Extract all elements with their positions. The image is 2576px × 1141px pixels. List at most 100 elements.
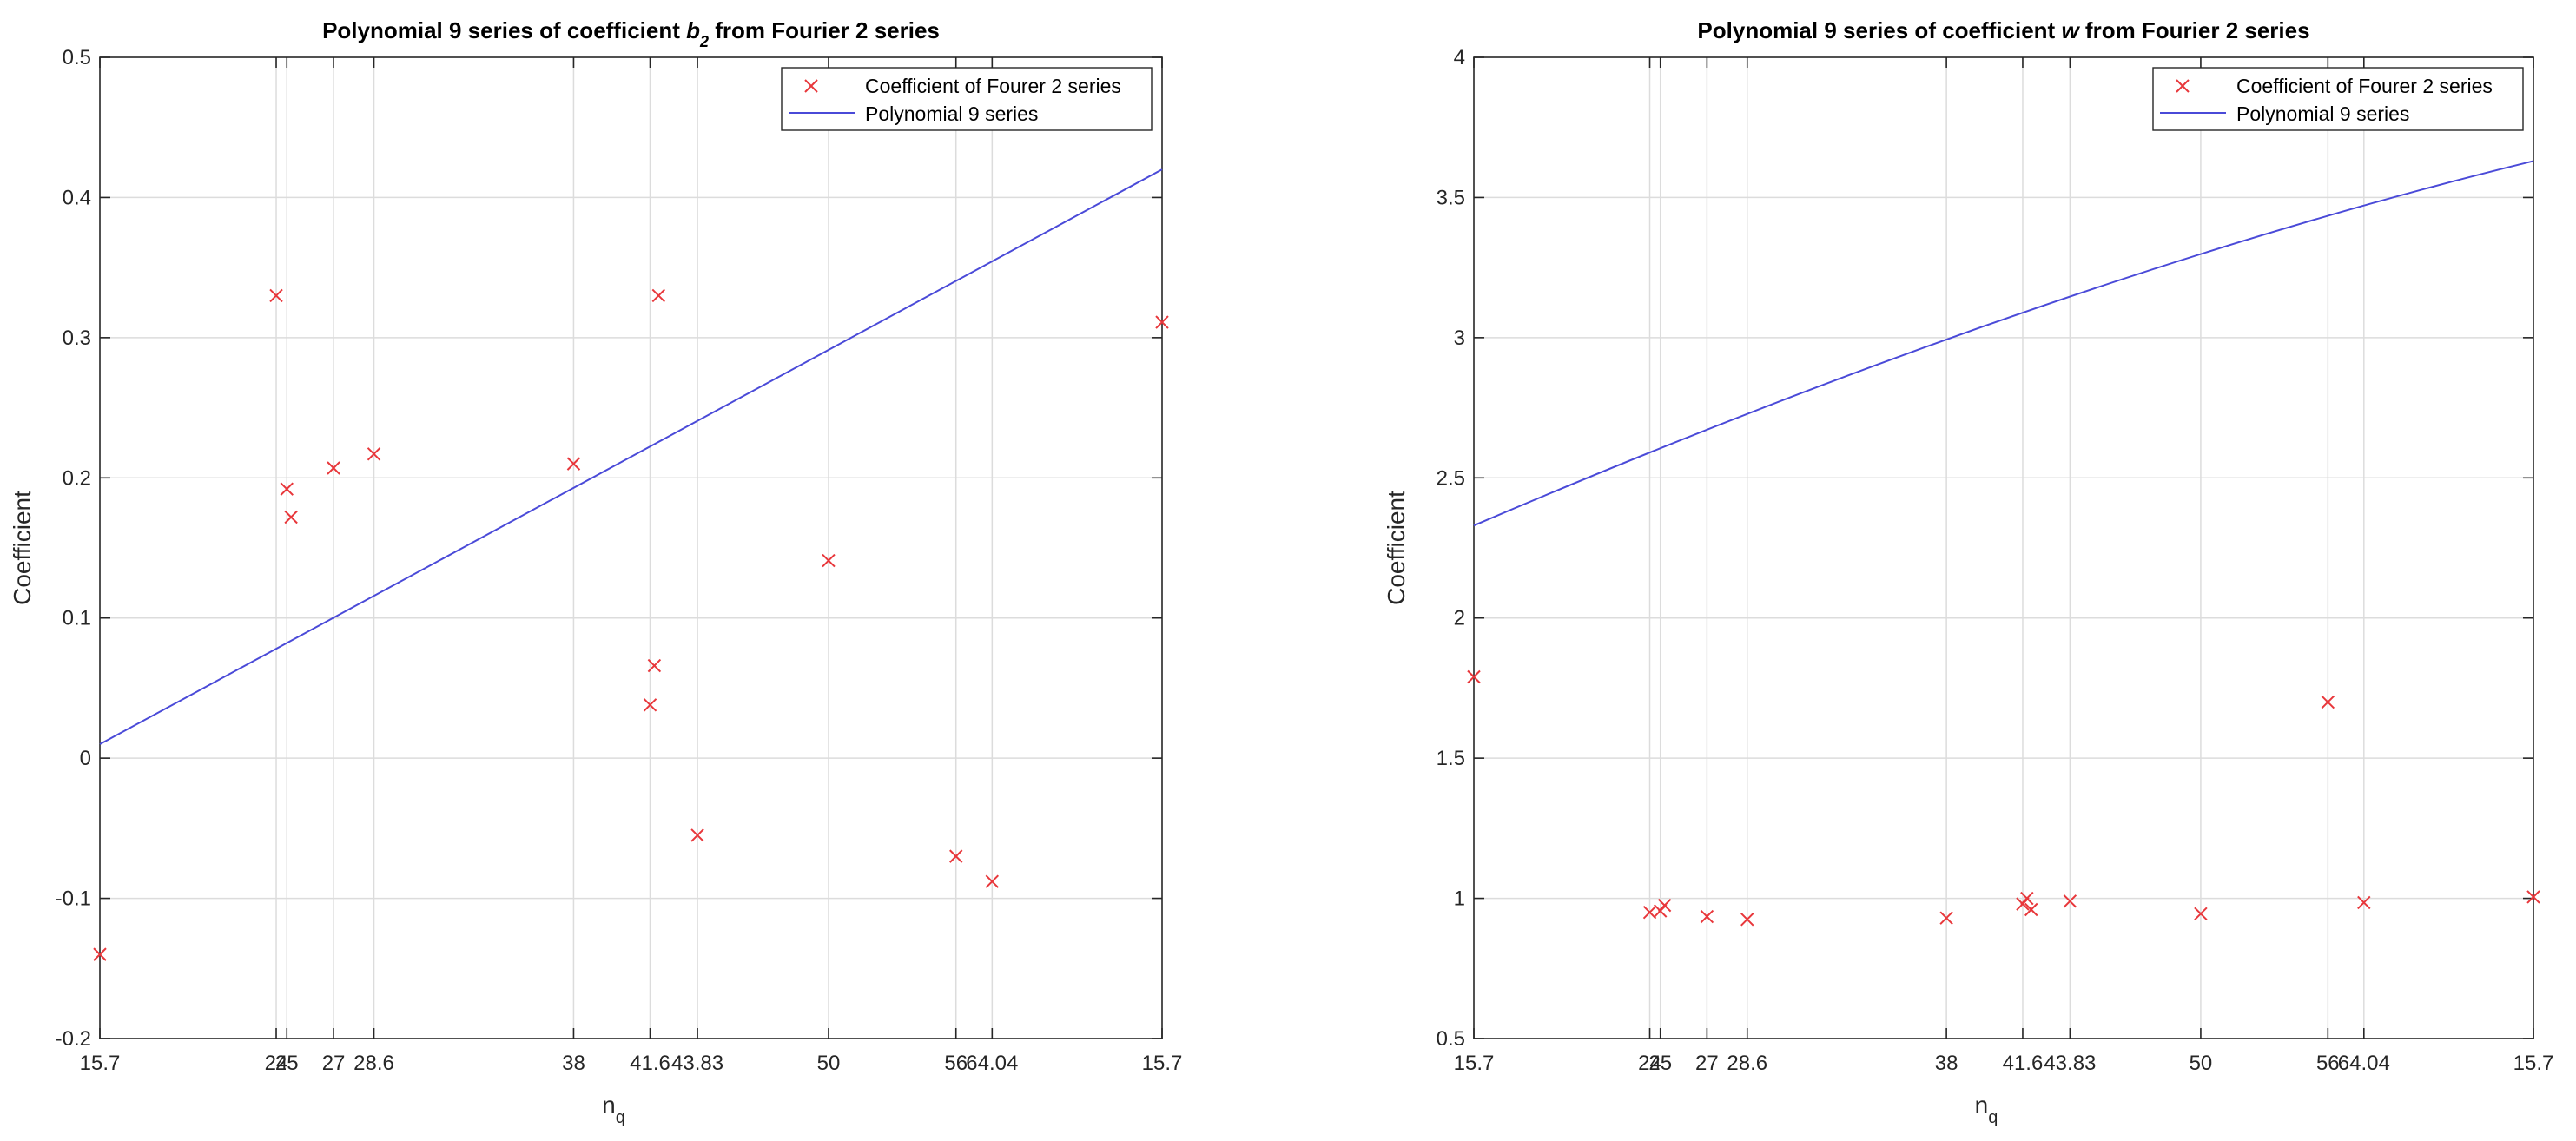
marker-stroke <box>2024 902 2038 917</box>
title-text: from Fourier 2 series <box>709 17 940 43</box>
x-tick-label: 41.6 <box>630 1052 670 1075</box>
marker-stroke <box>93 947 107 961</box>
data-point-marker <box>1657 898 1672 913</box>
axes-box <box>1473 56 2534 1039</box>
marker-stroke <box>2020 891 2034 906</box>
chart-title: Polynomial 9 series of coefficient b2 fr… <box>322 17 940 50</box>
x-tick-label: 41.6 <box>2003 1052 2044 1075</box>
x-tick-label: 24 <box>1638 1052 1661 1075</box>
x-label-base: n <box>602 1092 616 1118</box>
y-tick-label: 3 <box>1454 326 1465 350</box>
x-tick-label: 50 <box>2190 1052 2213 1075</box>
data-point-marker <box>647 658 662 673</box>
y-tick-label: 0.3 <box>63 326 91 350</box>
x-tick-label: 24 <box>265 1052 288 1075</box>
data-point-marker <box>1740 913 1754 927</box>
x-tick-label: 25 <box>1648 1052 1672 1075</box>
marker-stroke <box>566 457 581 471</box>
x-axis-label: nq <box>1975 1092 1998 1127</box>
title-text: Polynomial 9 series of coefficient <box>1697 17 2061 43</box>
marker-stroke <box>1155 315 1169 329</box>
x-tick-label: 15.7 <box>1142 1052 1183 1075</box>
x-tick-label: 50 <box>817 1052 841 1075</box>
fit-line <box>1473 160 2534 527</box>
legend-label: Coefficient of Fourer 2 series <box>2236 75 2493 97</box>
data-point-marker <box>1654 904 1668 918</box>
marker-stroke <box>2321 695 2335 709</box>
marker-stroke <box>1700 909 1714 924</box>
y-tick-label: 0 <box>80 747 91 770</box>
data-point-marker <box>2357 895 2371 910</box>
data-point-marker <box>822 553 836 568</box>
marker-stroke <box>284 510 298 524</box>
marker-stroke <box>949 849 963 863</box>
x-tick-label: 15.7 <box>2513 1052 2554 1075</box>
marker-stroke <box>1657 898 1672 913</box>
x-label-base: n <box>1975 1092 1989 1118</box>
y-tick-label: 0.4 <box>63 186 91 209</box>
y-tick-label: 0.1 <box>63 607 91 630</box>
marker-stroke <box>1654 904 1668 918</box>
legend: Coefficient of Fourer 2 series Polynomial… <box>2152 67 2524 131</box>
title-subscript: 2 <box>699 33 709 50</box>
y-tick-label: 0.5 <box>63 46 91 69</box>
x-tick-label: 64.04 <box>2338 1052 2390 1075</box>
x-tick-label: 25 <box>275 1052 299 1075</box>
y-tick-label: 0.5 <box>1437 1027 1465 1051</box>
data-point-marker <box>327 461 340 475</box>
data-point-marker <box>643 698 657 712</box>
x-tick-label: 15.7 <box>80 1052 121 1075</box>
marker-stroke <box>643 698 657 712</box>
x-tick-label: 27 <box>1695 1052 1719 1075</box>
y-tick-label: 3.5 <box>1437 186 1465 209</box>
y-tick-label: 4 <box>1454 46 1465 69</box>
x-label-subscript: q <box>616 1108 625 1127</box>
title-symbol: b <box>686 17 700 43</box>
x-axis-label: nq <box>602 1092 625 1127</box>
data-point-marker <box>93 947 107 961</box>
marker-stroke <box>2526 890 2540 904</box>
marker-stroke <box>327 461 340 475</box>
x-tick-label: 38 <box>1935 1052 1958 1075</box>
y-tick-label: 2 <box>1454 607 1465 630</box>
axes-box <box>99 56 1163 1039</box>
marker-stroke <box>690 828 704 842</box>
marker-stroke <box>1740 913 1754 927</box>
data-point-marker <box>985 874 1000 888</box>
y-tick-label: -0.1 <box>56 887 91 911</box>
x-tick-label: 56 <box>944 1052 968 1075</box>
data-point-marker <box>2020 891 2034 906</box>
data-point-marker <box>269 288 283 303</box>
data-point-marker <box>1155 315 1169 329</box>
fit-line <box>99 168 1163 745</box>
data-point-marker <box>2194 907 2208 921</box>
marker-stroke <box>985 874 1000 888</box>
x-tick-label: 28.6 <box>353 1052 394 1075</box>
marker-stroke <box>367 447 381 461</box>
x-tick-label: 28.6 <box>1727 1052 1767 1075</box>
chart-title: Polynomial 9 series of coefficient w fro… <box>1697 17 2309 43</box>
y-tick-label: 0.2 <box>63 466 91 490</box>
x-tick-label: 15.7 <box>1454 1052 1495 1075</box>
data-point-marker <box>949 849 963 863</box>
data-point-marker <box>2526 890 2540 904</box>
title-text: from Fourier 2 series <box>2079 17 2310 43</box>
y-tick-label: 1 <box>1454 887 1465 911</box>
data-point-marker <box>1467 669 1481 684</box>
legend-box <box>2152 67 2524 131</box>
x-tick-label: 43.83 <box>2044 1052 2096 1075</box>
data-point-marker <box>367 447 381 461</box>
data-point-marker <box>2063 894 2077 908</box>
data-point-marker <box>566 457 581 471</box>
marker-stroke <box>2357 895 2371 910</box>
marker-stroke <box>1467 669 1481 684</box>
legend-marker-icon <box>2176 79 2190 93</box>
title-symbol: w <box>2061 17 2080 43</box>
marker-stroke <box>651 288 666 303</box>
marker-stroke <box>2016 897 2030 911</box>
data-point-marker <box>1700 909 1714 924</box>
y-tick-label: -0.2 <box>56 1027 91 1051</box>
data-point-marker <box>651 288 666 303</box>
